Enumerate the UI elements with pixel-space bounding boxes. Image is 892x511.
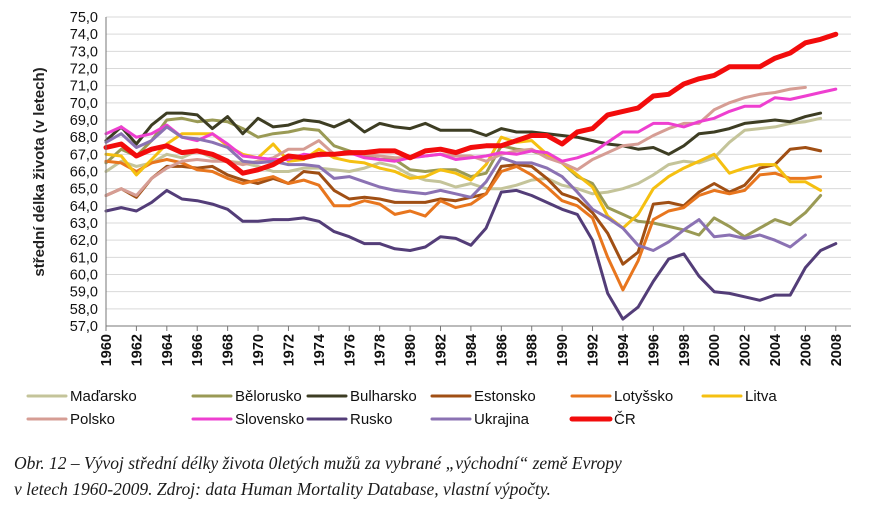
legend-label: Slovensko [235,411,304,428]
y-tick-label: 67,0 [70,147,98,163]
x-tick-label: 1996 [646,334,662,366]
y-tick-label: 57,0 [70,319,98,335]
y-tick-label: 74,0 [70,27,98,43]
y-tick-label: 62,0 [70,233,98,249]
y-axis-title: střední délka života (v letech) [31,67,48,276]
y-tick-label: 65,0 [70,182,98,198]
y-tick-label: 73,0 [70,44,98,60]
x-tick-label: 1968 [221,334,237,366]
legend-label: Bulharsko [350,388,417,405]
series-lines [103,31,839,321]
y-tick-label: 61,0 [70,250,98,266]
x-tick-label: 2006 [798,334,814,366]
x-tick-label: 1992 [586,334,602,366]
legend-label: Litva [745,388,777,405]
y-tick-label: 75,0 [70,10,98,26]
legend-label: Lotyšsko [614,388,673,405]
series-line [104,125,807,252]
x-tick-label: 1978 [373,334,389,366]
x-tick-labels: 1960 1962 1964 1966 1968 1970 1972 1974 1976 1978… [99,334,845,366]
x-tick-label: 2004 [768,334,784,366]
x-tick-label: 1974 [312,334,328,366]
y-tick-label: 58,0 [70,302,98,318]
x-tick-label: 2008 [829,334,845,366]
x-tick-label: 2000 [707,334,723,366]
legend-label: Rusko [350,411,393,428]
series-line [104,87,838,163]
y-tick-label: 60,0 [70,268,98,284]
legend-label: Maďarsko [70,388,137,405]
x-tick-label: 1980 [403,334,419,366]
y-tick-label: 71,0 [70,79,98,95]
x-tick-label: 1966 [190,334,206,366]
x-tick-label: 1998 [677,334,693,366]
y-tick-label: 68,0 [70,130,98,146]
x-tick-label: 1988 [525,334,541,366]
legend-label: Estonsko [474,388,536,405]
x-tick-label: 1986 [494,334,510,366]
y-tick-label: 64,0 [70,199,98,215]
y-tick-label: 63,0 [70,216,98,232]
x-tick-label: 1994 [616,334,632,366]
x-tick-label: 2002 [738,334,754,366]
x-tick-label: 1960 [99,334,115,366]
y-tick-label: 72,0 [70,62,98,78]
legend-label: Polsko [70,411,115,428]
legend-label: Ukrajina [474,411,530,428]
y-tick-label: 66,0 [70,165,98,181]
y-tick-label: 70,0 [70,96,98,112]
legend-label: ČR [614,411,636,428]
caption-line-1: Obr. 12 – Vývoj střední délky života 0le… [14,453,622,473]
series-line [103,31,839,176]
x-tick-label: 1984 [464,334,480,366]
x-tick-label: 1976 [342,334,358,366]
x-tick-label: 1962 [129,334,145,366]
series-line [104,146,823,266]
series-line [104,188,838,321]
x-tick-label: 1982 [433,334,449,366]
axes [105,17,851,331]
y-tick-label: 69,0 [70,113,98,129]
series-line [104,116,823,239]
legend-label: Bělorusko [235,388,302,405]
x-tick-label: 1970 [251,334,267,366]
x-tick-label: 1972 [281,334,297,366]
x-tick-label: 1990 [555,334,571,366]
series-line [104,158,823,292]
x-tick-label: 1964 [160,334,176,366]
legend: Maďarsko Bělorusko Bulharsko Estonsko Lotyšs… [26,388,777,428]
y-tick-label: 59,0 [70,285,98,301]
caption-line-2: v letech 1960-2009. Zdroj: data Human Mo… [14,479,551,499]
y-tick-labels: 57,058,059,060,0 61,062,063,064,065,066,0… [70,10,98,335]
line-chart: 57,058,059,060,0 61,062,063,064,065,066,0… [26,10,851,428]
series-line [104,111,823,156]
figure-caption: Obr. 12 – Vývoj střední délky života 0le… [14,450,884,502]
